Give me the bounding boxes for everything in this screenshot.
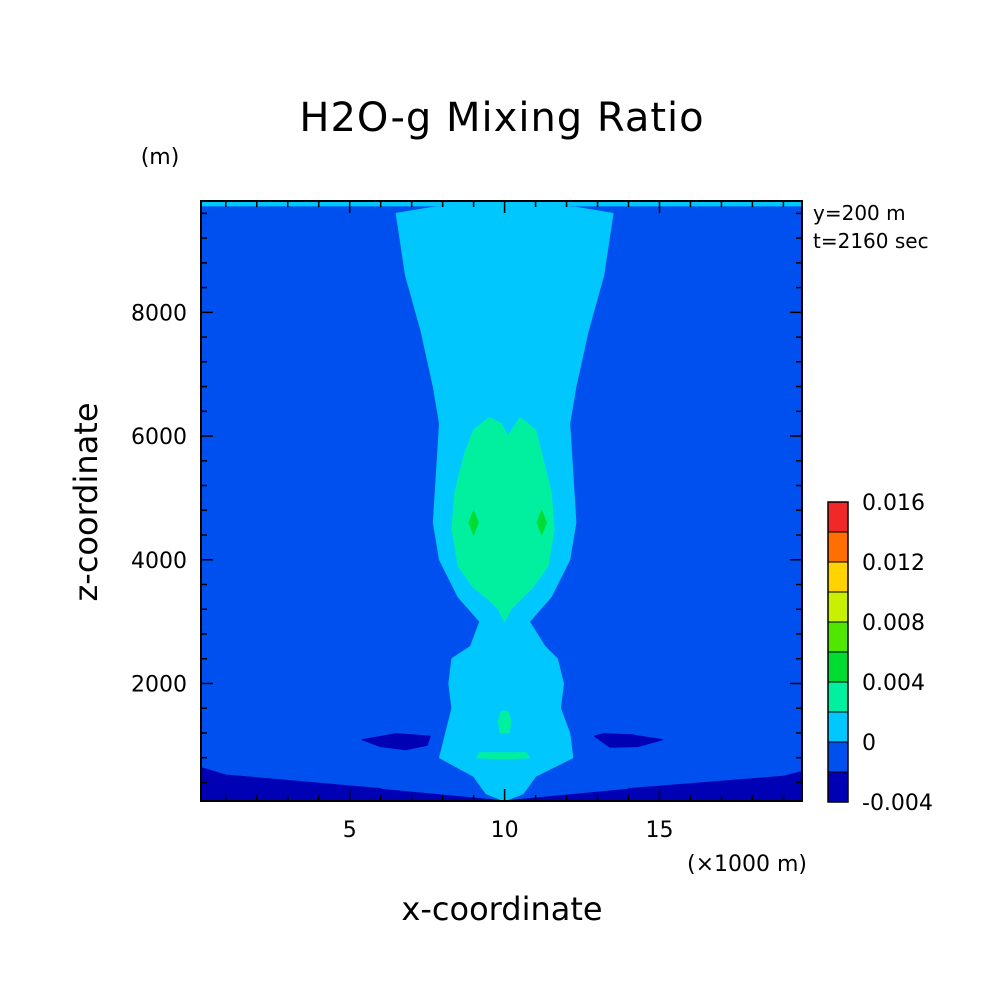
y-tick-label: 8000 xyxy=(131,301,187,326)
contour-region-right-lens-dry xyxy=(593,733,664,748)
colorbar-border xyxy=(827,501,849,803)
y-tick-label: 6000 xyxy=(131,425,187,450)
plot-border xyxy=(200,200,803,802)
colorbar-swatch xyxy=(827,621,849,653)
annotation-y-slice: y=200 m xyxy=(813,201,906,225)
colorbar-swatch xyxy=(827,651,849,683)
colorbar-swatch xyxy=(827,741,849,773)
x-axis-label: x-coordinate xyxy=(401,890,602,928)
colorbar: -0.004 0 0.004 0.008 0.012 0.016 xyxy=(827,491,933,816)
colorbar-tick-label: 0.004 xyxy=(862,671,925,696)
contour-region-core-lower xyxy=(497,710,512,734)
contour-region-core-upper xyxy=(451,417,555,623)
contour-fill-layer xyxy=(201,201,802,801)
y-axis-label: z-coordinate xyxy=(67,402,105,601)
colorbar-swatch xyxy=(827,681,849,713)
colorbar-swatch xyxy=(827,771,849,803)
colorbar-swatch xyxy=(827,531,849,563)
colorbar-swatch xyxy=(827,501,849,533)
colorbar-tick-label: 0.008 xyxy=(862,611,925,636)
y-tick-label: 4000 xyxy=(131,549,187,574)
x-tick-label: 15 xyxy=(645,818,673,843)
plot-frame: 5 10 15 2000 4000 6000 8000 xyxy=(131,200,803,843)
annotation-time: t=2160 sec xyxy=(813,229,929,253)
contour-region-top-band xyxy=(201,201,802,207)
contour-region-core-base xyxy=(476,752,530,760)
contour-region-bottom-left-dry-2 xyxy=(201,767,382,794)
chart-title: H2O-g Mixing Ratio xyxy=(299,95,704,141)
contour-region-left-cell xyxy=(468,509,479,536)
colorbar-swatch xyxy=(827,591,849,623)
x-tick-label: 10 xyxy=(491,818,519,843)
x-axis-unit: (×1000 m) xyxy=(687,852,807,877)
y-axis-unit: (m) xyxy=(141,145,180,170)
colorbar-tick-label: 0.016 xyxy=(862,491,925,516)
colorbar-tick-label: -0.004 xyxy=(862,791,933,816)
colorbar-swatch xyxy=(827,711,849,743)
contour-region-right-cell xyxy=(536,509,547,536)
colorbar-tick-label: 0.012 xyxy=(862,551,925,576)
y-tick-label: 2000 xyxy=(131,672,187,697)
colorbar-swatch xyxy=(827,561,849,593)
x-tick-label: 5 xyxy=(343,818,357,843)
contour-region-bottom-right-dry-2 xyxy=(628,770,802,794)
contour-region-left-lens-dry xyxy=(361,733,431,751)
colorbar-tick-label: 0 xyxy=(862,731,876,756)
